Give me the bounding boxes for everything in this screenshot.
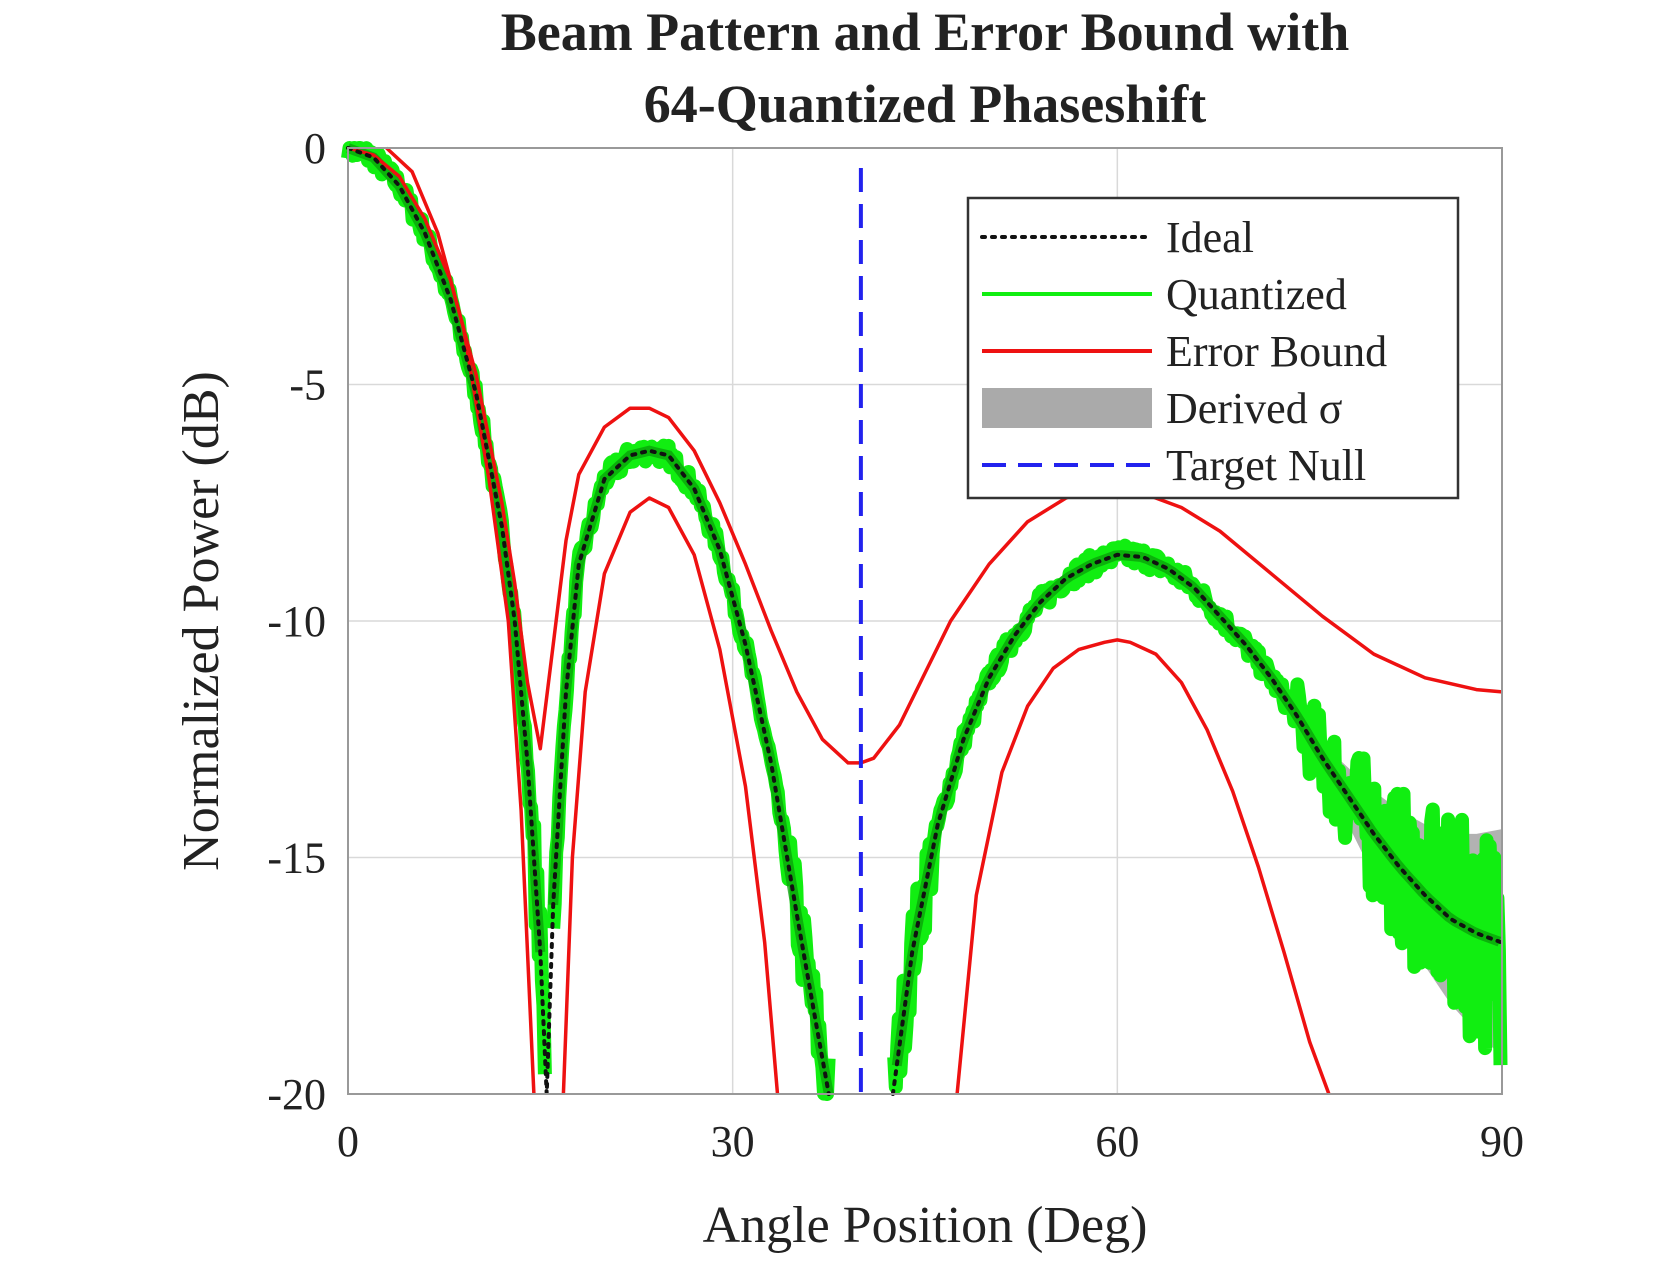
x-tick-label: 0 (337, 1117, 359, 1166)
error-bound-line (955, 638, 1331, 1095)
legend-box (966, 196, 1460, 500)
legend-label: Derived σ (1166, 384, 1343, 433)
chart-title-line-2: 64-Quantized Phaseshift (644, 74, 1207, 134)
y-tick-label: -20 (267, 1070, 326, 1119)
y-tick-label: -5 (289, 361, 326, 410)
error-bound-line (561, 496, 780, 1095)
legend-label: Target Null (1166, 441, 1366, 490)
y-tick-label: 0 (304, 124, 326, 173)
x-tick-label: 30 (711, 1117, 755, 1166)
x-tick-label: 90 (1480, 1117, 1524, 1166)
ideal-line (346, 146, 831, 1096)
legend: Ideal Quantized Error Bound Derived σ Target… (966, 196, 1460, 500)
ideal-line (890, 552, 1504, 1096)
x-tick-label: 60 (1095, 1117, 1139, 1166)
legend-label: Ideal (1166, 213, 1254, 262)
legend-sigma-swatch (982, 388, 1152, 428)
error-bound-line (385, 146, 536, 1095)
y-tick-label: -10 (267, 597, 326, 646)
tick-labels: 0 30 60 90 0 -5 -10 -15 -20 (267, 124, 1524, 1166)
legend-label: Error Bound (1166, 327, 1387, 376)
legend-label: Quantized (1166, 270, 1347, 319)
chart-title-line-1: Beam Pattern and Error Bound with (501, 2, 1350, 62)
error-bound-line (347, 146, 1503, 765)
x-axis-label: Angle Position (Deg) (703, 1197, 1148, 1254)
plot-frame (347, 147, 1503, 1095)
y-axis-label: Normalized Power (dB) (173, 371, 230, 871)
series-layer (341, 141, 1508, 1101)
y-tick-label: -15 (267, 834, 326, 883)
